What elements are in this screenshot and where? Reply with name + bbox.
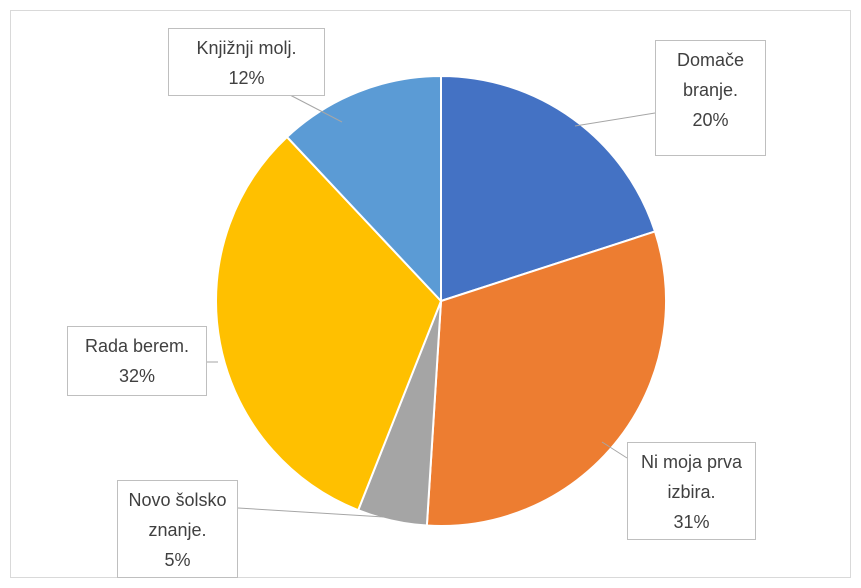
- category-label: Knjižnji molj.: [196, 38, 297, 58]
- category-label: Rada berem.: [84, 336, 190, 356]
- data-label: Novo šolsko znanje. 5%: [117, 480, 238, 578]
- value-label: 31%: [673, 512, 710, 532]
- slices: [215, 74, 667, 527]
- value-label: 12%: [228, 68, 265, 88]
- pie-slice: [285, 74, 442, 304]
- value-label: 32%: [118, 366, 156, 386]
- data-label: Ni moja prva izbira. 31%: [627, 442, 756, 540]
- pie-slice: [425, 230, 667, 527]
- callout-line: [237, 507, 386, 518]
- pie-slice: [440, 74, 657, 303]
- category-label: Ni moja prva izbira.: [640, 452, 743, 502]
- category-label: Novo šolsko znanje.: [128, 490, 227, 540]
- category-label: Domače branje.: [676, 50, 745, 100]
- value-label: 5%: [164, 550, 191, 570]
- callout-line: [574, 112, 656, 127]
- callout-line: [601, 441, 628, 459]
- data-label: Domače branje. 20%: [655, 40, 766, 156]
- callouts: [207, 94, 656, 518]
- data-label: Rada berem. 32%: [67, 326, 207, 396]
- value-label: 20%: [692, 110, 729, 130]
- data-label: Knjižnji molj. 12%: [168, 28, 325, 96]
- callout-line: [289, 94, 343, 123]
- pie-slice: [215, 135, 443, 512]
